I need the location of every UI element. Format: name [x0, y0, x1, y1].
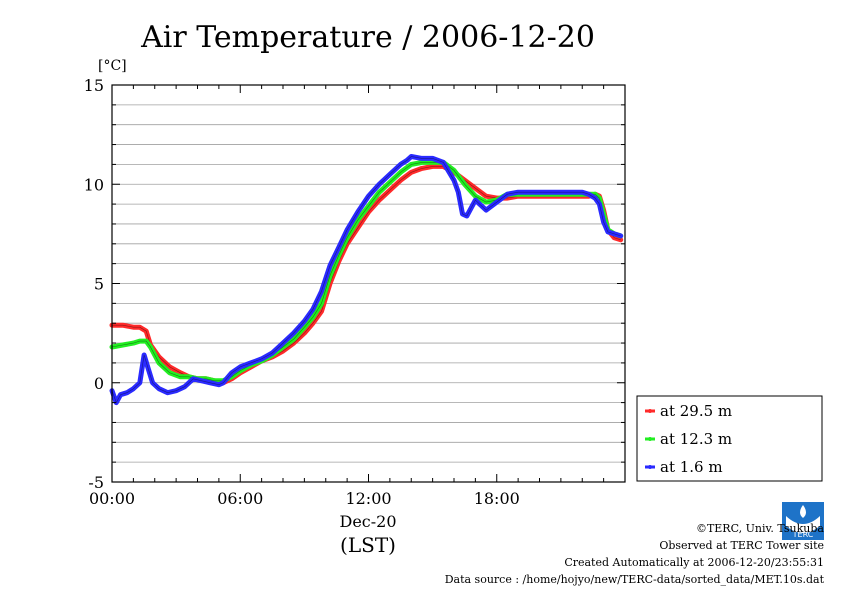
- x-axis-label: (LST): [340, 533, 396, 557]
- y-tick-label: 0: [94, 374, 104, 393]
- legend-box: [636, 395, 823, 482]
- legend-label: at 12.3 m: [660, 430, 732, 448]
- legend-label: at 29.5 m: [660, 402, 732, 420]
- terc-logo-icon: TERC: [782, 502, 824, 540]
- x-tick-label: 06:00: [217, 489, 263, 508]
- legend-marker: [648, 465, 652, 469]
- logo-text: TERC: [792, 530, 814, 539]
- axis-ticks: [111, 84, 626, 483]
- x-tick-labels: 00:00 06:00 12:00 18:00: [89, 489, 520, 508]
- legend-label: at 1.6 m: [660, 458, 723, 476]
- legend-marker: [648, 409, 652, 413]
- x-tick-label: 00:00: [89, 489, 135, 508]
- legend-marker: [648, 437, 652, 441]
- series-line-2: [109, 154, 624, 406]
- series-layer: [109, 154, 624, 406]
- chart-title: Air Temperature / 2006-12-20: [140, 20, 595, 55]
- x-tick-label: 12:00: [345, 489, 391, 508]
- footer-source: Data source : /home/hojyo/new/TERC-data/…: [444, 573, 824, 586]
- grid-lines: [112, 104, 625, 463]
- y-tick-label: 10: [84, 175, 104, 194]
- series-line-core-2: [111, 156, 621, 404]
- y-tick-label: 5: [94, 275, 104, 294]
- y-tick-label: 15: [84, 76, 104, 95]
- footer-observed: Observed at TERC Tower site: [659, 539, 824, 552]
- y-axis-unit: [°C]: [98, 58, 127, 74]
- x-tick-label: 18:00: [474, 489, 520, 508]
- footer-created: Created Automatically at 2006-12-20/23:5…: [564, 556, 824, 569]
- y-tick-label: -5: [88, 473, 104, 492]
- x-date-label: Dec-20: [339, 512, 396, 531]
- footer-copyright: ©TERC, Univ. Tsukuba: [695, 522, 824, 535]
- y-tick-labels: -5 0 5 10 15: [84, 76, 104, 492]
- legend: at 29.5 m at 12.3 m at 1.6 m: [636, 395, 823, 482]
